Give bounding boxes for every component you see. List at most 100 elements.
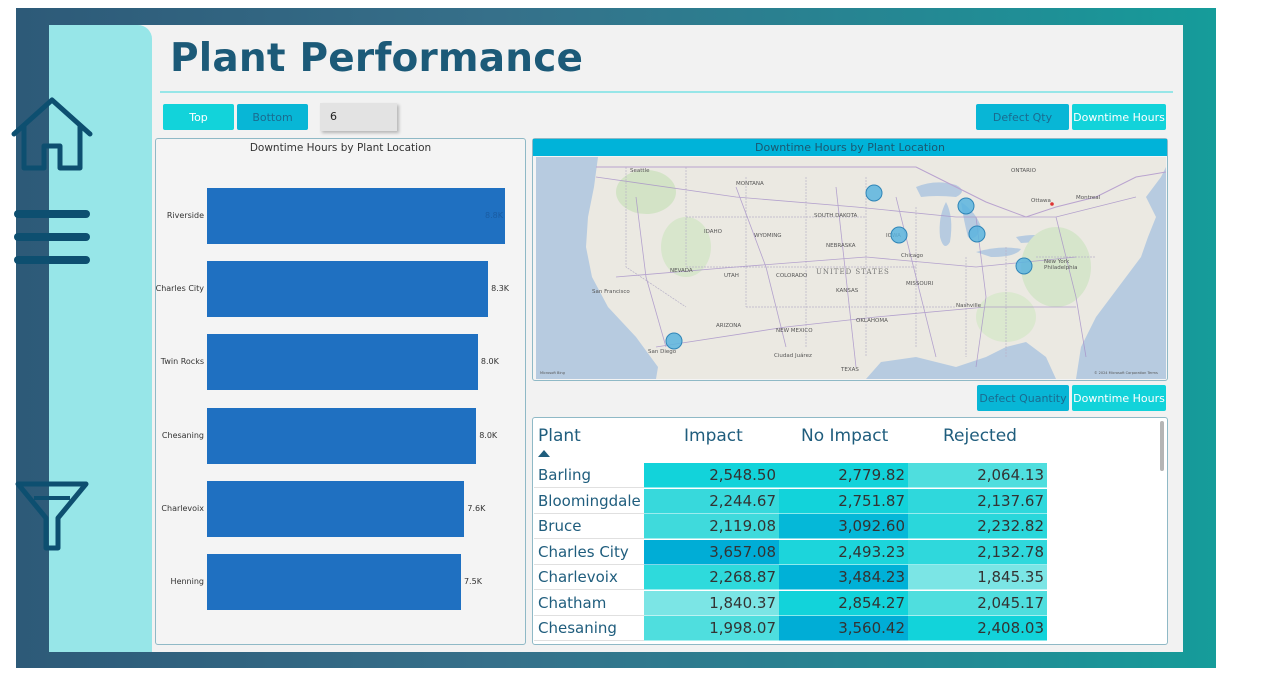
map-capital-marker bbox=[1050, 202, 1054, 206]
page-title: Plant Performance bbox=[170, 36, 584, 81]
bar[interactable] bbox=[207, 407, 477, 464]
bar[interactable] bbox=[207, 334, 478, 391]
cell-impact: 3,657.08 bbox=[644, 539, 779, 565]
map-marker[interactable] bbox=[957, 197, 975, 215]
defect-quantity-button[interactable]: Defect Quantity bbox=[977, 385, 1069, 411]
bar[interactable] bbox=[207, 480, 465, 537]
bar-value-label: 8.3K bbox=[491, 284, 510, 294]
cell-plant: Charles City bbox=[534, 539, 644, 565]
map-label-nashville: Nashville bbox=[956, 303, 982, 309]
cell-no-impact: 3,092.60 bbox=[779, 514, 908, 539]
map-label-kansas: KANSAS bbox=[836, 288, 859, 294]
cell-impact: 2,244.67 bbox=[644, 488, 779, 514]
map-svg: MONTANA SOUTH DAKOTA WYOMING IDAHO NEBRA… bbox=[536, 157, 1166, 379]
cell-rejected: 1,845.35 bbox=[908, 565, 1047, 590]
cell-plant: Charlevoix bbox=[534, 565, 644, 590]
bar-value-label: 7.5K bbox=[463, 577, 482, 586]
map-marker[interactable] bbox=[890, 226, 908, 244]
cell-no-impact: 2,751.87 bbox=[779, 488, 908, 514]
table-row[interactable]: Chatham 1,840.37 2,854.27 2,045.17 bbox=[534, 590, 1047, 616]
map-title: Downtime Hours by Plant Location bbox=[533, 139, 1167, 156]
bottom-button[interactable]: Bottom bbox=[237, 104, 308, 130]
title-divider bbox=[160, 91, 1173, 93]
map-label-san-diego: San Diego bbox=[648, 349, 677, 355]
filter-icon[interactable] bbox=[0, 480, 103, 554]
map-label-wyoming: WYOMING bbox=[754, 233, 782, 239]
table-row[interactable]: Bruce Crossing2,119.083,092.602,232.82 bbox=[534, 514, 1047, 560]
bar[interactable] bbox=[207, 554, 461, 610]
map-label-nebraska: NEBRASKA bbox=[826, 243, 856, 249]
map-visual[interactable]: MONTANA SOUTH DAKOTA WYOMING IDAHO NEBRA… bbox=[536, 157, 1166, 379]
map-marker[interactable] bbox=[665, 332, 683, 350]
col-header-impact[interactable]: Impact bbox=[684, 426, 743, 446]
cell-impact: 2,268.87 bbox=[644, 565, 779, 590]
map-label-missouri: MISSOURI bbox=[906, 281, 934, 287]
map-label-utah: UTAH bbox=[724, 273, 739, 279]
sort-ascending-icon[interactable] bbox=[538, 450, 550, 457]
downtime-hours-button-mid[interactable]: Downtime Hours bbox=[1072, 385, 1166, 411]
table-header-row bbox=[534, 419, 1048, 462]
cell-no-impact: 2,779.82 bbox=[779, 463, 908, 488]
cell-no-impact: 3,560.42 bbox=[779, 616, 908, 641]
bar-value-label: 8.0K bbox=[480, 357, 499, 367]
bar-category-label: Twin Rocks bbox=[160, 357, 204, 367]
cell-plant: Barling bbox=[534, 463, 644, 488]
sidebar bbox=[49, 25, 152, 652]
map-label-colorado: COLORADO bbox=[776, 273, 808, 279]
table-row[interactable]: Barling 2,548.50 2,779.82 2,064.13 bbox=[534, 463, 1047, 488]
table-scrollbar[interactable] bbox=[1160, 421, 1164, 471]
map-label-new-york: New York bbox=[1044, 259, 1070, 265]
map-label-arizona: ARIZONA bbox=[716, 323, 741, 329]
bar-category-label: Charles City bbox=[155, 284, 204, 294]
map-copyright: © 2024 Microsoft Corporation Terms bbox=[1094, 371, 1158, 375]
map-label-montana: MONTANA bbox=[736, 181, 764, 187]
map-marker[interactable] bbox=[1015, 257, 1033, 275]
col-header-plant[interactable]: Plant bbox=[538, 426, 581, 446]
defect-qty-button[interactable]: Defect Qty bbox=[976, 104, 1069, 130]
cell-rejected: 2,408.03 bbox=[908, 616, 1047, 641]
cell-plant: Bruce Crossing bbox=[534, 514, 644, 560]
map-label-texas: TEXAS bbox=[840, 367, 859, 373]
map-label-oklahoma: OKLAHOMA bbox=[856, 318, 888, 324]
map-marker[interactable] bbox=[865, 184, 883, 202]
top-n-input[interactable]: 6 bbox=[320, 103, 397, 131]
cell-impact: 2,548.50 bbox=[644, 463, 779, 488]
cell-rejected: 2,137.67 bbox=[908, 488, 1047, 514]
map-marker[interactable] bbox=[968, 225, 986, 243]
bar[interactable] bbox=[207, 261, 489, 318]
map-label-philadelphia: Philadelphia bbox=[1044, 265, 1078, 271]
cell-impact: 1,840.37 bbox=[644, 590, 779, 616]
menu-icon[interactable] bbox=[0, 208, 103, 268]
bar-value-label: 8.8K bbox=[485, 211, 503, 220]
cell-rejected: 2,132.78 bbox=[908, 539, 1047, 565]
map-label-ontario: ONTARIO bbox=[1011, 168, 1037, 174]
map-label-montreal: Montreal bbox=[1076, 195, 1101, 201]
map-label-south-dakota: SOUTH DAKOTA bbox=[814, 213, 858, 219]
map-label-nevada: NEVADA bbox=[670, 268, 693, 274]
downtime-hours-button-top[interactable]: Downtime Hours bbox=[1072, 104, 1166, 130]
cell-no-impact: 3,484.23 bbox=[779, 565, 908, 590]
table-row[interactable]: Charlevoix 2,268.87 3,484.23 1,845.35 bbox=[534, 565, 1047, 590]
cell-plant: Chatham bbox=[534, 590, 644, 616]
cell-no-impact: 2,493.23 bbox=[779, 539, 908, 565]
col-header-no-impact[interactable]: No Impact bbox=[801, 426, 889, 446]
col-header-rejected[interactable]: Rejected bbox=[943, 426, 1017, 446]
bar-category-label: Chesaning bbox=[161, 430, 204, 440]
bar[interactable] bbox=[207, 188, 505, 244]
table-row[interactable]: Charles City 3,657.08 2,493.23 2,132.78 bbox=[534, 539, 1047, 565]
bar-value-label: 8.0K bbox=[479, 430, 498, 440]
table-row[interactable]: Chesaning 1,998.07 3,560.42 2,408.03 bbox=[534, 616, 1047, 641]
map-label-new-mexico: NEW MEXICO bbox=[776, 328, 813, 334]
top-button[interactable]: Top bbox=[163, 104, 234, 130]
table-row[interactable]: Bloomingdale 2,244.67 2,751.87 2,137.67 bbox=[534, 488, 1047, 514]
bar-category-label: Charlevoix bbox=[161, 503, 204, 513]
bar-chart-title: Downtime Hours by Plant Location bbox=[249, 142, 432, 154]
map-label-ciudad-juarez: Ciudad Juárez bbox=[774, 352, 812, 359]
home-icon[interactable] bbox=[0, 96, 103, 172]
bar-value-label: 7.6K bbox=[467, 503, 486, 513]
map-label-country: UNITED STATES bbox=[816, 268, 890, 276]
cell-rejected: 2,064.13 bbox=[908, 463, 1047, 488]
bar-category-label: Riverside bbox=[166, 211, 204, 220]
bar-category-label: Henning bbox=[170, 577, 204, 586]
cell-rejected: 2,232.82 bbox=[908, 514, 1047, 539]
